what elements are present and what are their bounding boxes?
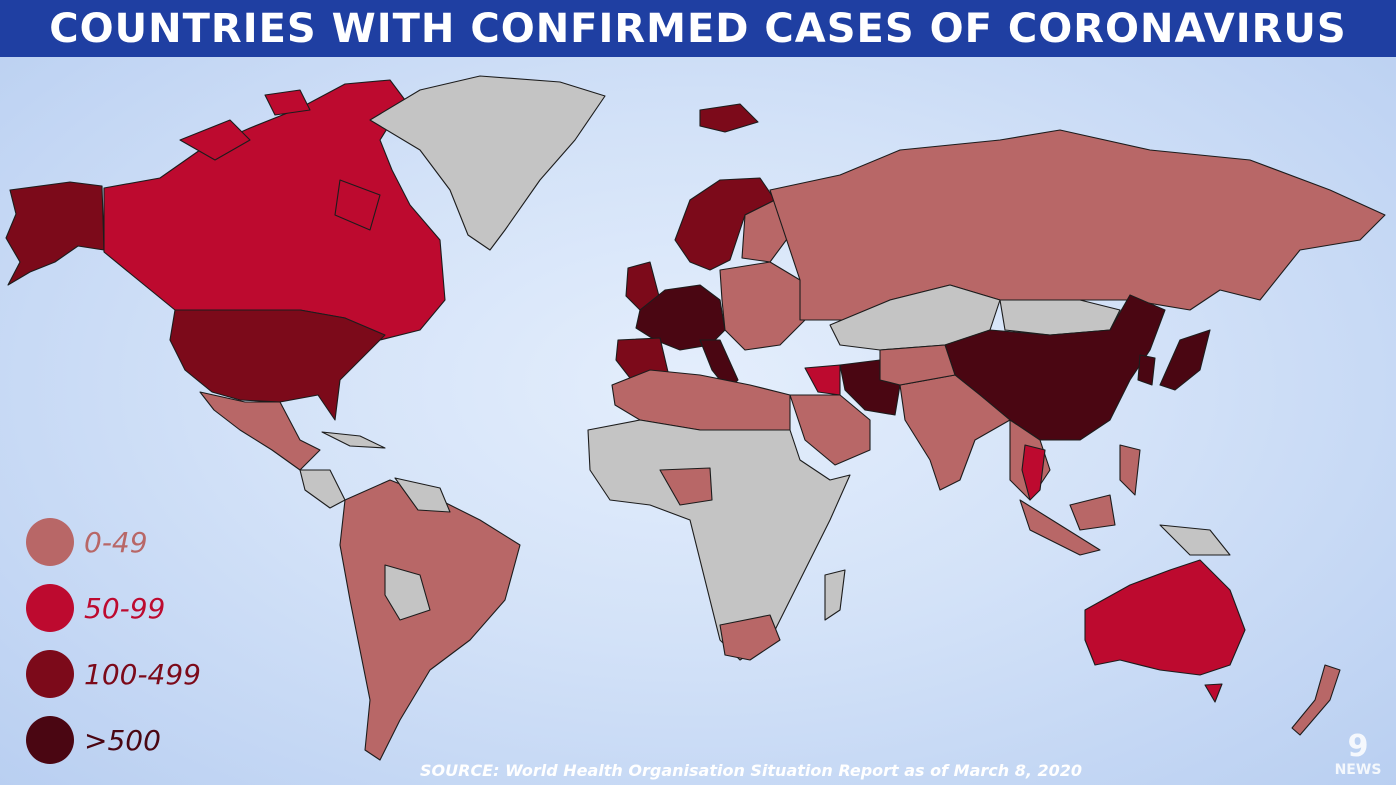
title-bar: COUNTRIES WITH CONFIRMED CASES OF CORONA… <box>0 0 1396 57</box>
legend-item-50-99: 50-99 <box>26 584 165 632</box>
map-canvas <box>5 75 1386 761</box>
legend-swatch-50-99 <box>26 584 74 632</box>
region-iraq <box>804 364 841 396</box>
region-indonesia <box>1019 444 1141 556</box>
region-south-america <box>339 479 521 761</box>
region-thailand <box>1021 444 1046 501</box>
legend-label-100-499: 100-499 <box>84 657 201 691</box>
legend-item-100-499: 100-499 <box>26 650 201 698</box>
region-new-zealand <box>1291 664 1341 736</box>
region-korea-japan <box>1137 329 1211 391</box>
region-central-america <box>299 469 346 509</box>
world-map <box>0 57 1396 785</box>
nine-news-logo: 9 NEWS <box>1326 732 1390 780</box>
page-title: COUNTRIES WITH CONFIRMED CASES OF CORONA… <box>49 5 1347 52</box>
region-bolivia-etc <box>384 564 431 621</box>
source-note: SOURCE: World Health Organisation Situat… <box>420 761 1083 780</box>
region-eastern-europe <box>719 261 806 351</box>
region-india <box>899 374 1011 491</box>
legend-label-over-500: >500 <box>84 723 161 757</box>
region-canada-islands <box>179 89 381 231</box>
region-north-africa <box>611 369 791 431</box>
region-mongolia <box>999 299 1121 336</box>
legend-swatch-0-49 <box>26 518 74 566</box>
region-alaska <box>5 181 105 286</box>
region-nigeria-etc <box>659 467 713 506</box>
region-central-asia <box>879 344 956 386</box>
region-russia <box>769 129 1386 321</box>
region-greenland <box>369 75 606 251</box>
region-madagascar <box>824 569 846 621</box>
region-venezuela <box>394 477 451 513</box>
logo-word: NEWS <box>1334 762 1382 778</box>
region-new-guinea <box>1159 524 1231 556</box>
logo-number: 9 <box>1347 729 1369 764</box>
legend-label-50-99: 50-99 <box>84 591 166 625</box>
legend-item-over-500: >500 <box>26 716 161 764</box>
legend-swatch-100-499 <box>26 650 74 698</box>
region-tasmania <box>1204 683 1223 703</box>
region-western-europe <box>635 284 726 351</box>
legend-swatch-over-500 <box>26 716 74 764</box>
region-cuba <box>321 431 386 449</box>
region-middle-east <box>789 394 871 466</box>
region-australia <box>1084 559 1246 676</box>
legend-item-0-49: 0-49 <box>26 518 148 566</box>
region-south-africa <box>719 614 781 661</box>
region-usa <box>169 309 386 421</box>
region-africa-body <box>587 419 851 661</box>
region-iceland <box>699 103 759 133</box>
legend-label-0-49: 0-49 <box>84 525 148 559</box>
region-mexico <box>199 391 321 471</box>
